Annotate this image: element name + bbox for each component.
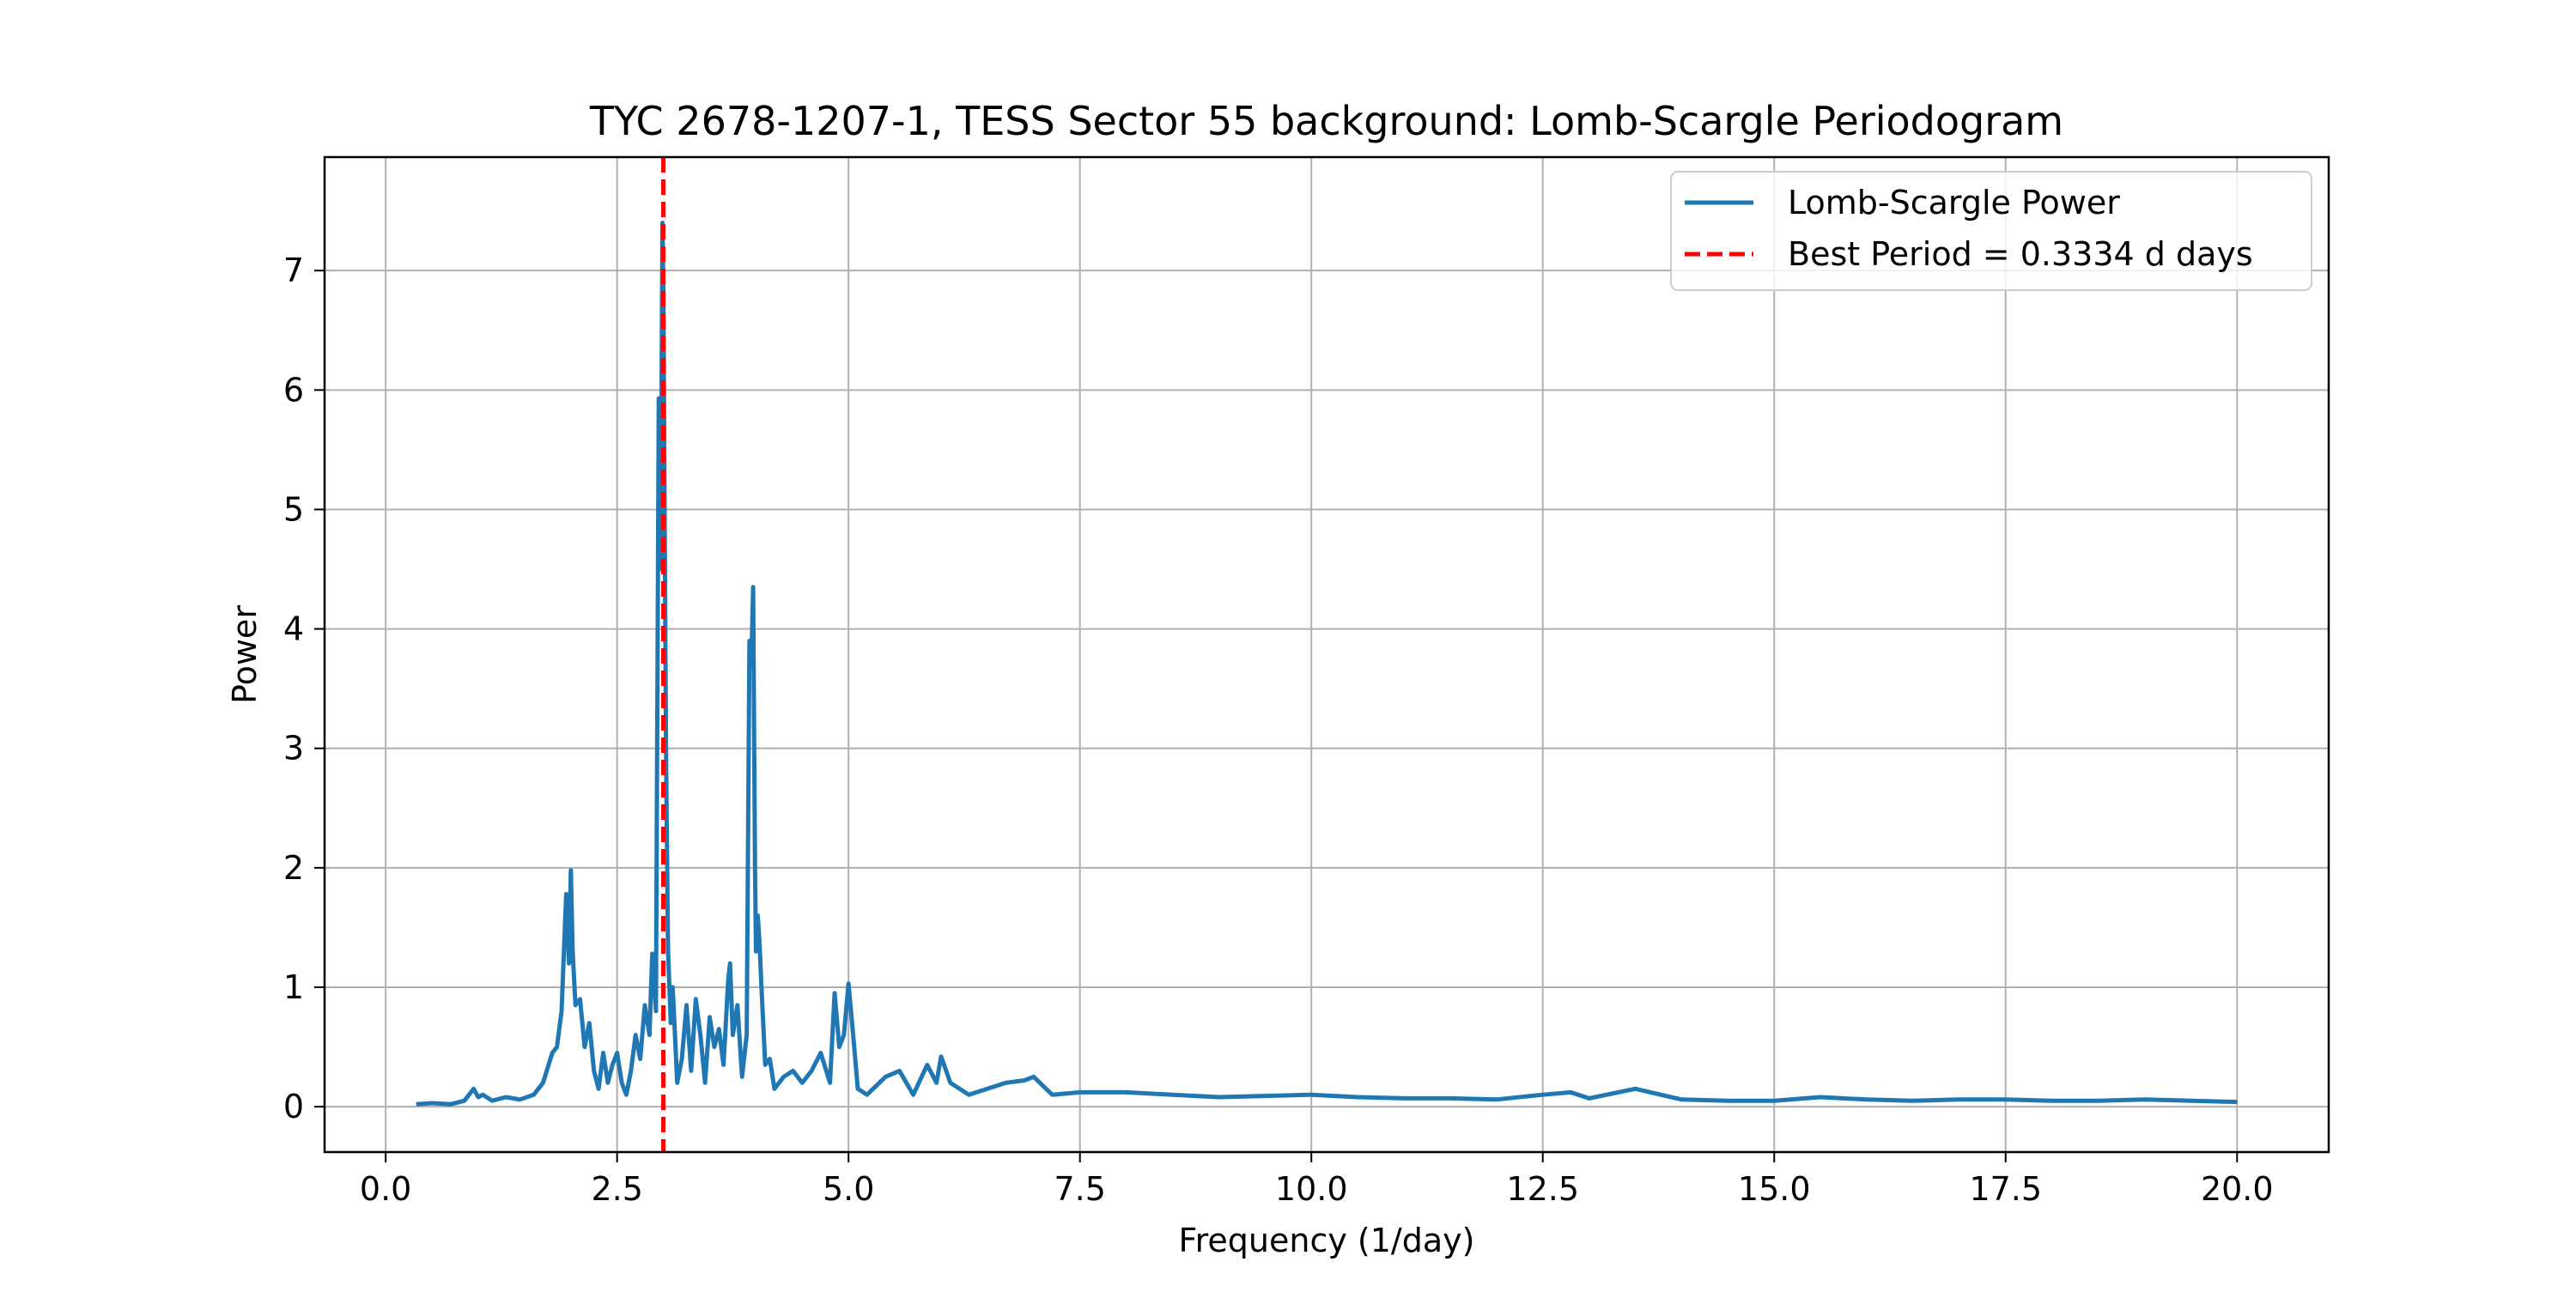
y-tick-label: 3 [283, 730, 304, 767]
y-tick-label: 7 [283, 252, 304, 289]
x-tick-label: 5.0 [823, 1170, 874, 1208]
x-ticks: 0.0 2.5 5.0 7.5 10.0 12.5 15.0 17.5 20.0 [360, 1152, 2274, 1208]
x-tick-label: 2.5 [591, 1170, 642, 1208]
legend: Lomb-Scargle Power Best Period = 0.3334 … [1670, 171, 2312, 291]
x-tick-label: 10.0 [1275, 1170, 1348, 1208]
legend-label-best-period: Best Period = 0.3334 d days [1788, 235, 2253, 273]
y-axis-label: Power [226, 605, 264, 704]
x-tick-label: 0.0 [360, 1170, 411, 1208]
x-tick-label: 7.5 [1054, 1170, 1105, 1208]
plot-frame [323, 155, 2330, 1154]
y-tick-label: 2 [283, 849, 304, 887]
y-tick-label: 1 [283, 968, 304, 1006]
x-tick-label: 17.5 [1969, 1170, 2042, 1208]
y-tick-label: 0 [283, 1088, 304, 1125]
y-tick-label: 5 [283, 490, 304, 528]
x-tick-label: 15.0 [1738, 1170, 1811, 1208]
legend-label-power: Lomb-Scargle Power [1788, 184, 2120, 221]
y-ticks: 0 1 2 3 4 5 6 7 [283, 252, 325, 1125]
legend-box [1670, 171, 2312, 291]
x-tick-label: 12.5 [1506, 1170, 1579, 1208]
y-tick-label: 4 [283, 610, 304, 648]
grid-layer [325, 157, 2329, 1152]
x-tick-label: 20.0 [2201, 1170, 2274, 1208]
y-tick-label: 6 [283, 371, 304, 409]
chart-title: TYC 2678-1207-1, TESS Sector 55 backgrou… [589, 98, 2063, 144]
series-layer [416, 221, 2238, 1107]
x-axis-label: Frequency (1/day) [1179, 1222, 1475, 1259]
power-series-line [416, 221, 2238, 1107]
